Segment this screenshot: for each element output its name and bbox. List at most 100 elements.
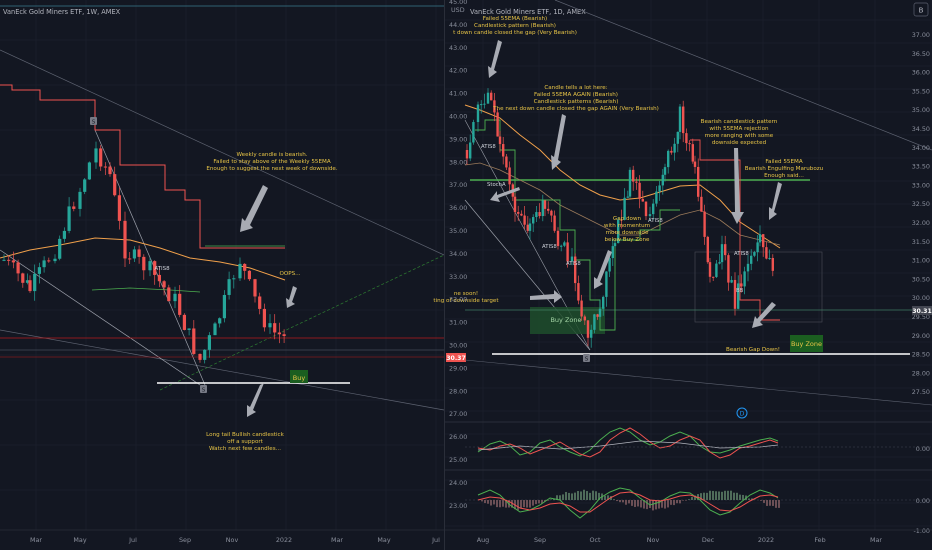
svg-text:The next down candle closed th: The next down candle closed the gap AGAI… <box>492 106 659 112</box>
left-candle-body <box>113 174 117 196</box>
right-candle-body <box>673 143 676 153</box>
histogram-bar <box>667 500 669 508</box>
svg-text:downside expected: downside expected <box>712 140 767 146</box>
right-candle-body <box>574 256 577 284</box>
oscillator-2 <box>465 487 932 519</box>
left-candle-body <box>203 349 207 360</box>
left-candle-body <box>53 258 57 262</box>
left-candle-body <box>243 263 247 271</box>
price-axis-tick: 31.00 <box>449 319 467 327</box>
left-candle-body <box>182 314 186 330</box>
right-x-tick: Oct <box>589 536 601 544</box>
histogram-bar <box>778 500 780 508</box>
histogram-bar <box>553 498 555 500</box>
histogram-bar <box>631 500 633 506</box>
left-candle-body <box>192 328 196 354</box>
histogram-bar <box>709 490 711 500</box>
price-axis-tick: 36.00 <box>449 204 467 212</box>
svg-text:Watch next few candles...: Watch next few candles... <box>209 446 281 452</box>
svg-text:Bearish Engulfing Marubozu: Bearish Engulfing Marubozu <box>745 166 824 172</box>
right-candle-body <box>541 200 544 217</box>
histogram-bar <box>727 490 729 500</box>
right-candle-body <box>543 200 547 209</box>
left-chart-panel[interactable]: VanEck Gold Miners ETF, 1W, AMEX Buy S S… <box>0 0 445 544</box>
right-chart-panel[interactable]: VanEck Gold Miners ETF, 1D, AMEX USD Buy… <box>433 0 932 544</box>
histogram-bar <box>619 500 621 503</box>
left-x-tick: Jul <box>128 536 137 544</box>
histogram-bar <box>592 490 594 500</box>
svg-text:more ranging with some: more ranging with some <box>705 133 774 139</box>
histogram-bar <box>535 500 537 505</box>
histogram-bar <box>706 492 708 500</box>
left-candle-body <box>83 179 87 192</box>
buy-zone-2[interactable] <box>790 335 823 352</box>
right-candle-body <box>771 257 774 271</box>
histogram-bar <box>670 500 672 505</box>
left-diag-2 <box>0 249 201 386</box>
buy-zone-1-label: Buy Zone <box>550 316 581 324</box>
left-candle-body <box>99 148 103 167</box>
histogram-bar <box>580 491 582 500</box>
svg-text:Enough said...: Enough said... <box>764 173 804 179</box>
right-candle-body <box>682 106 685 134</box>
right-candle-body <box>648 214 652 217</box>
histogram-bar <box>541 500 543 504</box>
right-candle-body <box>535 212 538 218</box>
right-candle-body <box>580 300 583 317</box>
right-candle-body <box>566 242 569 262</box>
right-candle-body <box>667 150 670 168</box>
left-candle-body <box>268 323 272 328</box>
left-candle-body <box>2 259 6 261</box>
left-buy-box[interactable] <box>290 370 308 383</box>
right-price-axis-tick: 32.00 <box>912 219 930 227</box>
annotation-candle-tells: Candle tells a lot here: Failed 55EMA AG… <box>492 85 659 112</box>
right-marker-s: S <box>585 357 589 363</box>
right-candle-body <box>641 198 644 202</box>
svg-text:ting of downside target: ting of downside target <box>433 298 499 304</box>
left-candle-body <box>227 279 231 295</box>
right-ema <box>464 104 781 249</box>
price-axis-tick: 43.00 <box>449 44 467 52</box>
settings-b-button[interactable]: B <box>919 7 924 15</box>
left-candle-body <box>218 318 222 324</box>
price-axis-tick: 45.00 <box>449 0 467 6</box>
histogram-bar <box>505 500 507 508</box>
osc-axis-tick: 0.00 <box>916 445 930 453</box>
histogram-bar <box>751 498 753 500</box>
histogram-bar <box>673 500 675 506</box>
svg-text:Gap down: Gap down <box>613 216 642 222</box>
right-candle-body <box>632 169 635 182</box>
right-candle-body <box>547 208 550 211</box>
left-candle-body <box>7 259 11 261</box>
histogram-bar <box>502 500 504 507</box>
right-candle-body <box>753 252 756 256</box>
svg-text:below Buy Zone: below Buy Zone <box>604 237 650 243</box>
left-x-tick: Mar <box>30 536 42 544</box>
left-oops-annotation: OOPS... <box>279 271 300 277</box>
right-price-axis-tick: 35.50 <box>912 87 930 95</box>
histogram-bar <box>724 490 726 500</box>
histogram-bar <box>676 500 678 504</box>
left-candle-body <box>33 273 37 292</box>
right-price-axis-tick: 29.00 <box>912 332 930 340</box>
right-candle-body <box>605 271 608 297</box>
histogram-bar <box>649 500 651 509</box>
right-marker-d[interactable] <box>736 407 748 419</box>
left-marker-s2 <box>200 385 207 393</box>
left-candle-body <box>103 166 107 168</box>
price-axis-tick: 23.00 <box>449 502 467 510</box>
right-candle-body <box>493 100 496 113</box>
histogram-bar <box>766 500 768 506</box>
histogram-bar <box>634 500 636 507</box>
right-candle-body <box>528 223 532 231</box>
left-candle-body <box>162 281 166 288</box>
right-candle-body <box>635 181 638 183</box>
histogram-bar <box>616 500 618 502</box>
left-candle-body <box>238 263 242 279</box>
buy-zone-1[interactable] <box>530 307 605 334</box>
buy-zone-2-label: Buy Zone <box>791 340 822 348</box>
svg-text:more downside: more downside <box>606 230 649 236</box>
histogram-bar <box>769 500 771 506</box>
svg-text:Candlestick pattern (Bearish): Candlestick pattern (Bearish) <box>474 23 556 29</box>
right-candle-body <box>476 104 480 123</box>
